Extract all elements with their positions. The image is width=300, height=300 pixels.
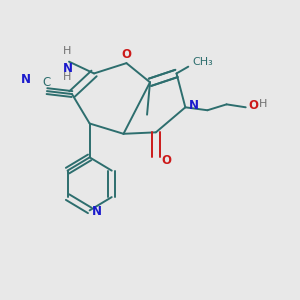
Text: H: H <box>63 72 72 82</box>
Text: H: H <box>63 46 72 56</box>
Text: O: O <box>122 48 131 61</box>
Text: N: N <box>63 62 73 75</box>
Text: N: N <box>21 74 31 86</box>
Text: N: N <box>189 99 199 112</box>
Text: O: O <box>161 154 171 167</box>
Text: C: C <box>43 76 51 89</box>
Text: O: O <box>249 99 259 112</box>
Text: H: H <box>259 99 267 110</box>
Text: CH₃: CH₃ <box>193 57 213 67</box>
Text: N: N <box>92 205 102 218</box>
